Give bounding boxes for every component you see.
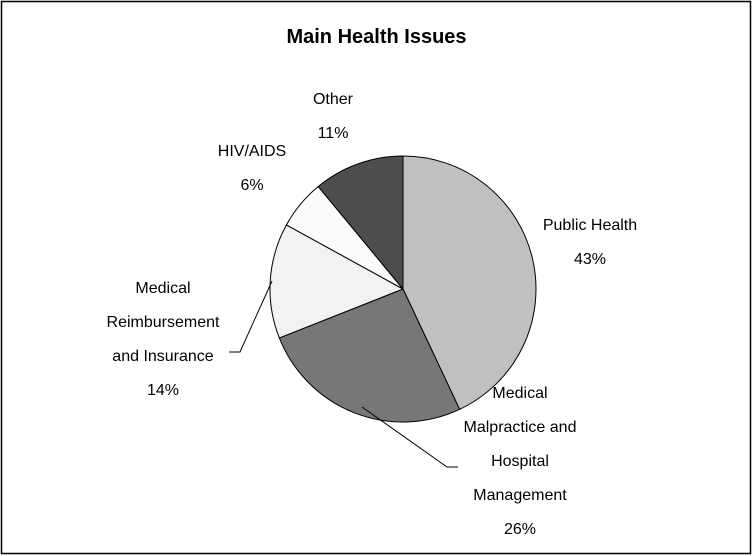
slice-label: HIV/AIDS 6% [197,135,307,203]
slice-label: Public Health 43% [515,209,665,277]
leader-line [229,280,273,353]
pie-slice [402,155,537,411]
category-label: Other [312,91,353,108]
category-label: Public Health [542,217,638,234]
pie [269,155,537,423]
leader-line [361,406,458,468]
slice-label: Medical Malpractice and Hospital Managem… [453,377,588,547]
value-label: 14% [146,382,180,399]
category-label: HIV/AIDS [217,143,287,160]
value-label: 43% [573,251,607,268]
category-label: Medical Malpractice and Hospital Managem… [463,385,577,504]
value-label: 6% [240,177,264,194]
pie-slice [317,155,404,291]
value-label: 26% [503,521,537,538]
pie-slice [278,288,461,423]
slice-label: Other 11% [283,83,383,151]
category-label: Medical Reimbursement and Insurance [106,280,220,365]
value-label: 11% [317,125,349,142]
chart-title: Main Health Issues [286,26,467,48]
slice-label: Medical Reimbursement and Insurance 14% [98,272,228,408]
pie-slice [269,224,405,339]
